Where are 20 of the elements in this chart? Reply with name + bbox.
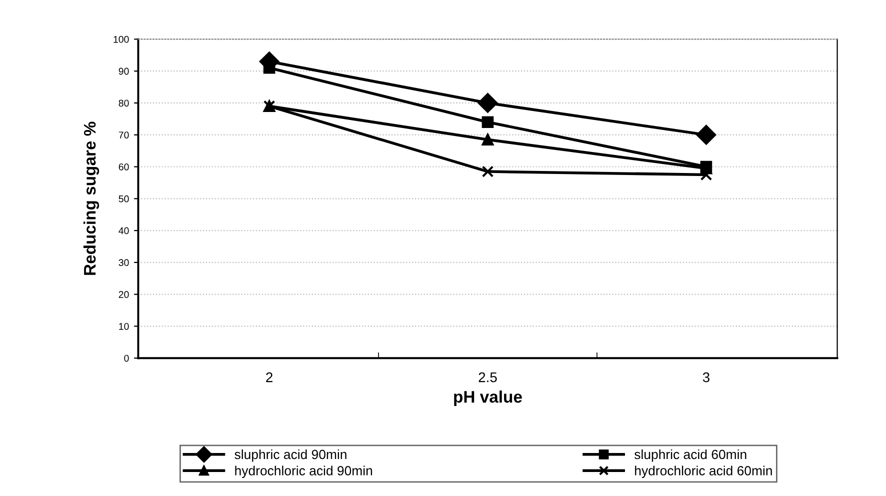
y-tick-label: 30 xyxy=(118,259,129,266)
legend-label: hydrochloric acid 60min xyxy=(635,466,772,478)
x-tick-label: 3 xyxy=(702,372,710,382)
y-tick-label: 10 xyxy=(119,322,129,330)
x-axis-title: pH value xyxy=(454,390,522,406)
y-tick-label: 20 xyxy=(118,291,129,298)
legend-label: sluphric acid 90min xyxy=(234,449,346,462)
y-axis-title: Reducing sugare % xyxy=(83,122,100,275)
y-tick-label: 0 xyxy=(124,354,129,362)
y-tick-label: 70 xyxy=(118,132,129,138)
x-tick-label: 2.5 xyxy=(478,372,497,382)
legend-label: hydrochloric acid 90min xyxy=(235,466,372,478)
y-tick-label: 100 xyxy=(114,36,129,43)
y-tick-label: 90 xyxy=(118,68,129,75)
x-tick-label: 2 xyxy=(266,372,272,382)
y-tick-label: 40 xyxy=(118,227,129,234)
y-tick-label: 50 xyxy=(118,195,129,202)
y-tick-label: 80 xyxy=(118,100,129,107)
legend-label: sluphric acid 60min xyxy=(634,449,746,462)
y-tick-label: 60 xyxy=(118,163,129,170)
